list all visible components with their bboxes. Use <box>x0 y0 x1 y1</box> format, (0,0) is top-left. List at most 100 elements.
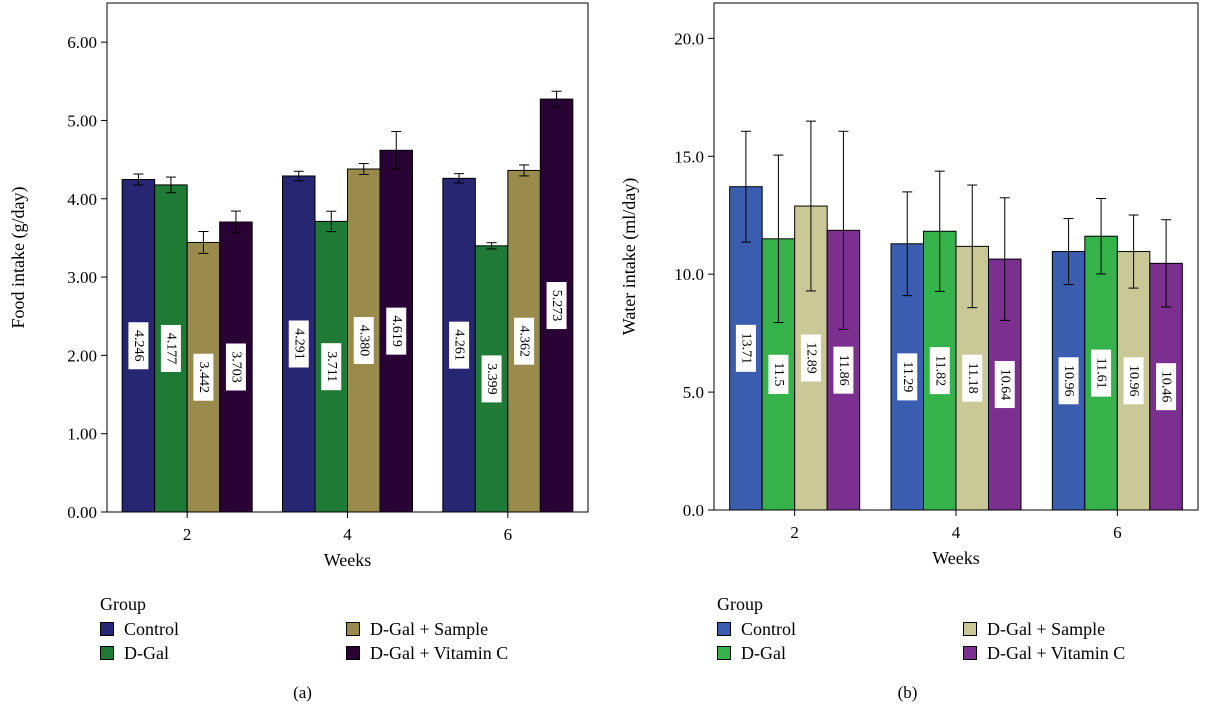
legend-label: D-Gal + Vitamin C <box>370 642 509 663</box>
data-label: 10.46 <box>1159 371 1174 403</box>
y-tick-label: 2.00 <box>67 346 97 365</box>
data-label: 11.82 <box>932 355 947 386</box>
y-tick-label: 0.0 <box>683 501 704 520</box>
legend-swatch <box>717 622 731 636</box>
legend-item-d-gal-vitamin-c: D-Gal + Vitamin C <box>963 642 1125 664</box>
data-label: 3.703 <box>228 351 243 383</box>
x-axis-title: Weeks <box>324 550 372 570</box>
y-tick-label: 1.00 <box>67 425 97 444</box>
legend-item-d-gal-sample: D-Gal + Sample <box>346 618 488 640</box>
data-label-bg <box>1091 349 1112 397</box>
bar <box>186 241 221 513</box>
data-label: 10.64 <box>997 369 1012 401</box>
data-label-bg <box>160 324 181 372</box>
x-tick-label: 6 <box>504 525 513 544</box>
data-label-bg <box>386 307 407 355</box>
legend-item-control: Control <box>717 618 796 640</box>
data-label-bg <box>768 354 789 395</box>
legend-title: Group <box>100 594 146 614</box>
legend-title: Group <box>717 594 763 614</box>
panel-caption-a: (a) <box>293 683 312 702</box>
data-label-bg <box>1123 357 1144 405</box>
x-tick-label: 4 <box>952 523 961 542</box>
panel-caption-b: (b) <box>897 683 918 702</box>
data-label: 3.711 <box>324 351 339 382</box>
food-intake-chart: 0.00 1.00 2.00 3.00 4.00 5.00 6.00 4.246 4.177 3.… <box>8 2 589 570</box>
legend-item-d-gal: D-Gal <box>100 642 169 664</box>
data-label-bg <box>1156 363 1177 411</box>
x-tick-label: 2 <box>790 523 799 542</box>
data-label-bg <box>225 343 246 391</box>
x-tick-label: 4 <box>343 525 352 544</box>
data-label: 10.96 <box>1126 365 1141 397</box>
data-label-bg <box>1058 357 1079 405</box>
data-label: 4.619 <box>389 315 404 347</box>
y-axis-title: Water intake (ml/day) <box>619 178 640 335</box>
y-tick-label: 5.00 <box>67 111 97 130</box>
legend-label: D-Gal + Vitamin C <box>987 642 1126 663</box>
legend-swatch <box>100 622 114 636</box>
y-tick-label: 3.00 <box>67 268 97 287</box>
data-label: 11.29 <box>900 361 915 392</box>
data-label-bg <box>449 321 470 369</box>
data-label-bg <box>897 353 918 401</box>
data-label-bg <box>929 347 950 395</box>
data-label: 4.380 <box>356 325 371 357</box>
data-label-bg <box>994 361 1015 409</box>
data-label: 4.246 <box>131 330 146 362</box>
x-axis-title: Weeks <box>932 548 980 568</box>
data-label: 4.261 <box>452 329 467 361</box>
data-label-bg <box>962 354 983 402</box>
legend-swatch <box>346 622 360 636</box>
legend-label: D-Gal <box>124 642 169 663</box>
legend-item-d-gal-sample: D-Gal + Sample <box>963 618 1105 640</box>
legend-label: Control <box>124 618 180 639</box>
data-label: 13.71 <box>738 333 753 365</box>
data-label: 4.362 <box>517 325 532 357</box>
data-label-bg <box>546 282 567 330</box>
legend-swatch <box>717 646 731 660</box>
data-label: 5.273 <box>549 290 564 322</box>
data-label: 12.89 <box>803 342 818 374</box>
y-tick-label: 0.00 <box>67 503 97 522</box>
chart-panel-a: 0.00 1.00 2.00 3.00 4.00 5.00 6.00 4.246 4.177 3.… <box>8 2 598 702</box>
data-label-bg <box>735 324 756 372</box>
legend-swatch <box>963 622 977 636</box>
y-tick-label: 15.0 <box>674 147 704 166</box>
data-label: 3.442 <box>196 361 211 393</box>
data-label-bg <box>321 343 342 391</box>
water-intake-chart: 0.0 5.0 10.0 15.0 20.0 13.71 11.5 12.89 11.86 2 11… <box>619 2 1199 568</box>
legend-b: Group Control D-Gal D-Gal + Sample D-Gal… <box>715 594 1210 674</box>
y-tick-label: 5.0 <box>683 383 704 402</box>
x-tick-label: 6 <box>1113 523 1122 542</box>
data-label-bg <box>353 317 374 365</box>
legend-label: Control <box>741 618 797 639</box>
data-label: 11.61 <box>1094 358 1109 389</box>
legend-label: D-Gal + Sample <box>987 618 1106 639</box>
y-tick-label: 20.0 <box>674 29 704 48</box>
legend-item-d-gal: D-Gal <box>717 642 786 664</box>
data-label: 11.18 <box>965 363 980 394</box>
data-label: 11.86 <box>836 355 851 386</box>
data-label: 4.177 <box>163 333 178 365</box>
legend-label: D-Gal + Sample <box>370 618 489 639</box>
legend-label: D-Gal <box>741 642 786 663</box>
data-label-bg <box>481 355 502 403</box>
data-label-bg <box>128 322 149 370</box>
data-label-bg <box>800 334 821 382</box>
data-label-bg <box>193 353 214 401</box>
legend-swatch <box>346 646 360 660</box>
chart-panel-b: 0.0 5.0 10.0 15.0 20.0 13.71 11.5 12.89 11.86 2 11… <box>605 0 1210 712</box>
data-label-bg <box>288 320 309 368</box>
legend-item-d-gal-vitamin-c: D-Gal + Vitamin C <box>346 642 508 664</box>
data-label: 11.5 <box>771 362 786 386</box>
y-tick-label: 10.0 <box>674 265 704 284</box>
legend-a: Group Control D-Gal D-Gal + Sample D-Gal… <box>98 594 598 674</box>
legend-swatch <box>100 646 114 660</box>
x-tick-label: 2 <box>183 525 192 544</box>
bar <box>507 169 541 513</box>
data-label-bg <box>514 317 535 365</box>
data-label: 10.96 <box>1061 365 1076 397</box>
data-label: 4.291 <box>291 328 306 360</box>
data-label-bg <box>833 346 854 394</box>
